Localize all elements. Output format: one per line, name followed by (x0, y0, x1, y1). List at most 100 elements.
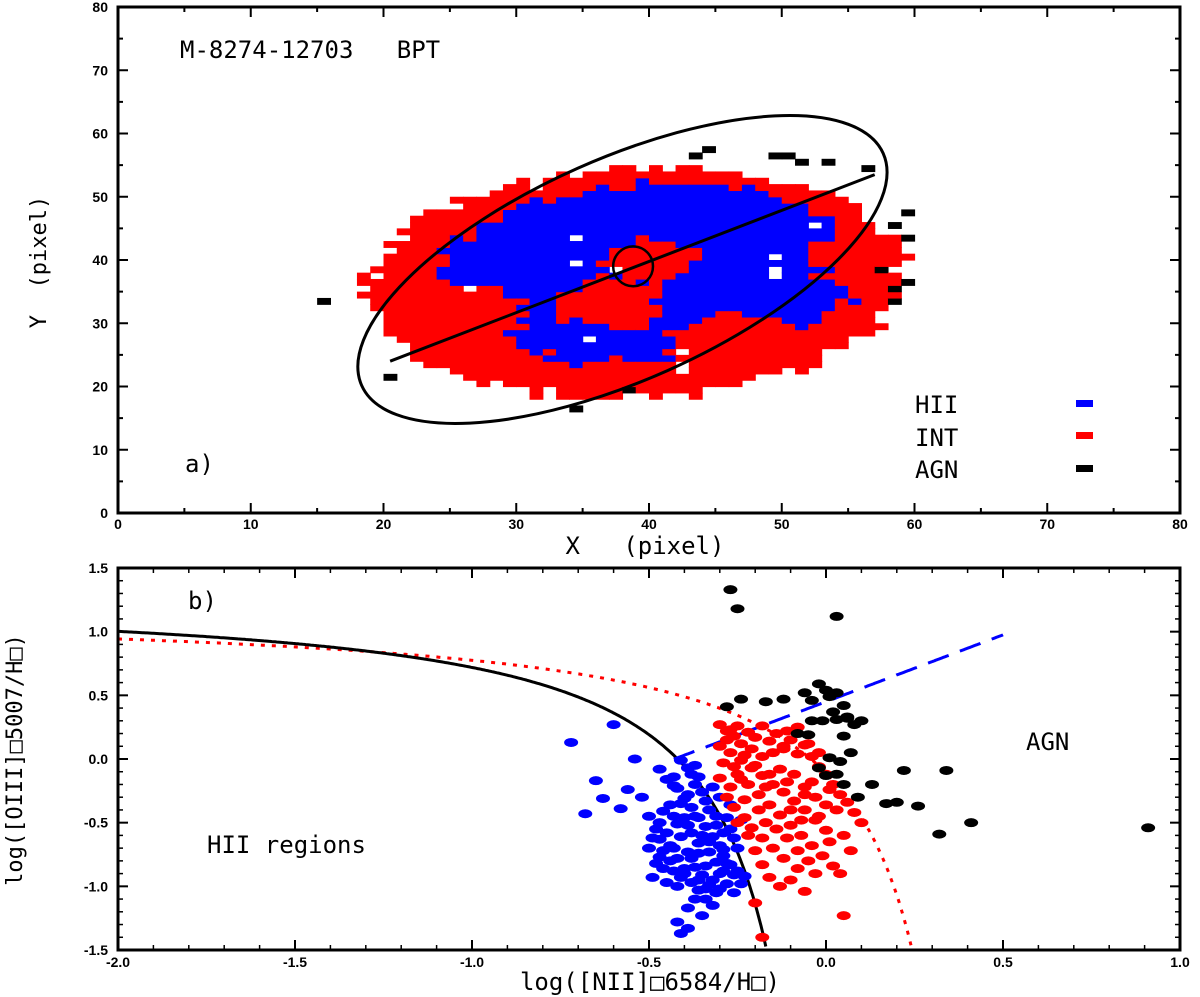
map-pixel-int (688, 392, 703, 400)
map-pixel-hii (662, 228, 677, 236)
map-pixel-int (741, 367, 756, 375)
map-pixel-int (781, 329, 796, 337)
map-pixel-hii (529, 316, 544, 324)
map-pixel-hii (649, 354, 663, 362)
point-int (822, 785, 837, 795)
map-pixel-int (556, 310, 570, 318)
panel-b-xlabel: log([NII]□6584/H□) (520, 968, 780, 996)
map-pixel-int (795, 196, 809, 204)
x-tick-label: -1.0 (460, 954, 484, 970)
map-pixel-int (556, 304, 570, 312)
map-pixel-int (436, 253, 451, 261)
point-hii (680, 923, 695, 933)
map-pixel-int (609, 380, 624, 388)
map-pixel-int (609, 354, 624, 362)
point-agn (829, 769, 844, 779)
map-pixel-int (410, 260, 424, 267)
map-pixel-hii (728, 215, 743, 223)
map-pixel-hii (502, 209, 517, 217)
point-int (712, 741, 727, 751)
map-pixel-int (768, 323, 783, 331)
map-pixel-int (688, 335, 703, 343)
point-hii (670, 917, 685, 927)
map-pixel-int (808, 209, 823, 217)
map-pixel-hii (741, 310, 756, 318)
map-pixel-hii (728, 304, 743, 312)
map-pixel-hii (768, 215, 783, 223)
map-pixel-int (622, 310, 637, 318)
map-pixel-int (542, 361, 557, 369)
map-pixel-int (449, 222, 464, 229)
map-pixel-int (396, 253, 411, 261)
map-pixel-int (861, 234, 876, 242)
map-pixel-int (423, 234, 438, 242)
map-pixel-hii (728, 241, 743, 248)
map-pixel-agn (569, 405, 584, 413)
map-pixel-int (861, 291, 876, 299)
map-pixel-int (861, 228, 876, 236)
map-pixel-hii (516, 285, 531, 293)
map-pixel-int (702, 354, 716, 362)
map-pixel-hii (542, 234, 557, 242)
map-pixel-hii (582, 253, 597, 261)
map-pixel-hii (808, 285, 823, 293)
map-pixel-int (821, 253, 836, 261)
map-pixel-int (702, 177, 716, 185)
point-int (748, 898, 763, 908)
map-pixel-hii (715, 297, 730, 305)
panel-b-ylabel: log([OIII]□5007/H□) (3, 634, 28, 886)
map-pixel-int (848, 323, 862, 331)
point-hii (642, 811, 656, 821)
point-int (783, 820, 798, 830)
map-pixel-hii (489, 241, 504, 248)
map-pixel-agn (795, 158, 809, 166)
map-pixel-hii (741, 304, 756, 312)
map-pixel-hii (755, 304, 770, 312)
map-pixel-int (556, 190, 570, 198)
map-pixel-int (489, 342, 504, 350)
map-pixel-int (635, 373, 650, 381)
map-pixel-int (728, 348, 743, 356)
point-hii (726, 888, 741, 898)
map-pixel-hii (741, 253, 756, 261)
point-agn (896, 765, 911, 775)
map-pixel-int (755, 329, 770, 337)
map-pixel-int (436, 241, 451, 248)
map-pixel-hii (476, 272, 491, 280)
map-pixel-hii (529, 278, 544, 286)
map-pixel-int (834, 323, 849, 331)
map-pixel-int (688, 177, 703, 185)
map-pixel-int (821, 209, 836, 217)
map-pixel-int (635, 266, 650, 274)
map-pixel-int (489, 285, 504, 293)
map-pixel-int (410, 323, 424, 331)
map-pixel-hii (476, 260, 491, 267)
map-pixel-int (728, 184, 743, 192)
map-pixel-hii (768, 247, 783, 255)
map-pixel-int (795, 367, 809, 375)
map-pixel-hii (715, 241, 730, 248)
map-pixel-hii (649, 342, 663, 350)
map-pixel-int (649, 373, 663, 381)
map-pixel-int (436, 222, 451, 229)
map-pixel-hii (582, 266, 597, 274)
map-pixel-hii (569, 247, 584, 255)
map-pixel-hii (715, 234, 730, 242)
map-pixel-hii (516, 247, 531, 255)
map-pixel-hii (715, 215, 730, 223)
point-int (765, 843, 780, 853)
map-pixel-hii (595, 228, 610, 236)
map-pixel-hii (755, 278, 770, 286)
map-pixel-int (715, 177, 730, 185)
map-pixel-hii (542, 310, 557, 318)
map-pixel-hii (755, 260, 770, 267)
map-pixel-hii (781, 266, 796, 274)
map-pixel-hii (542, 260, 557, 267)
map-pixel-int (609, 177, 624, 185)
map-pixel-hii (582, 329, 597, 337)
map-pixel-hii (741, 297, 756, 305)
map-pixel-hii (556, 348, 570, 356)
map-pixel-hii (516, 260, 531, 267)
point-hii (680, 790, 695, 800)
map-pixel-hii (529, 342, 544, 350)
